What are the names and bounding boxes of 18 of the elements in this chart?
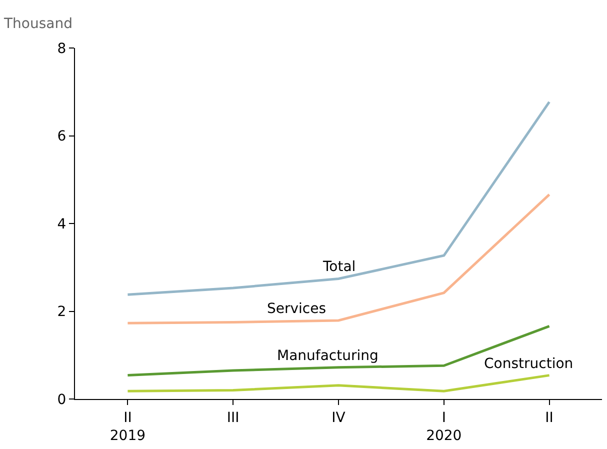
line-series — [126, 193, 551, 324]
series-label: Manufacturing — [277, 348, 378, 364]
y-tick-label: 2 — [57, 304, 66, 320]
x-tick-label: IV — [332, 410, 346, 426]
y-tick-label: 8 — [57, 40, 66, 57]
x-tick-label: III — [226, 410, 240, 426]
x-tick-label: II — [545, 410, 554, 426]
line-series — [126, 374, 551, 392]
y-axis-title: Thousand — [3, 16, 72, 32]
y-tick-label: 0 — [57, 392, 66, 408]
x-tick-label: I 2020 — [426, 410, 462, 444]
series-label: Construction — [484, 356, 574, 372]
series-label: Total — [322, 259, 356, 275]
y-tick-label: 6 — [57, 128, 66, 145]
y-tick-label: 4 — [57, 216, 66, 232]
series-label: Services — [267, 301, 326, 317]
line-series — [126, 100, 551, 296]
x-tick-label: II 2019 — [110, 410, 146, 444]
